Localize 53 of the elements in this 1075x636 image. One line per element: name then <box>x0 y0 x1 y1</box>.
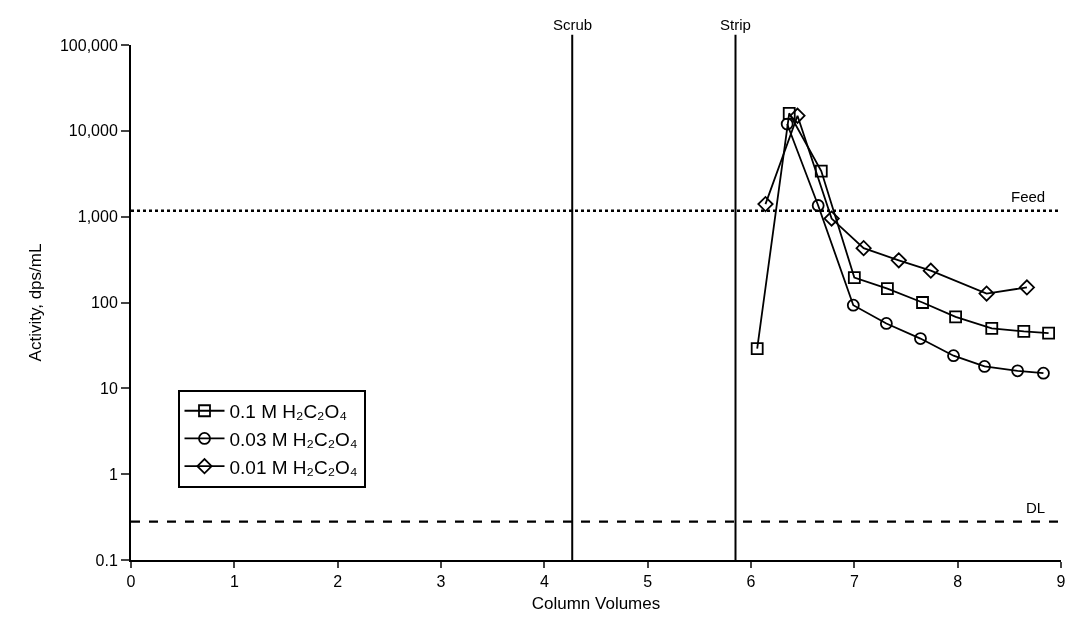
x-tick-label: 2 <box>333 573 343 591</box>
x-tick-label: 9 <box>1056 573 1066 591</box>
x-tick-label: 0 <box>126 573 136 591</box>
point <box>1011 364 1024 378</box>
point <box>782 106 796 120</box>
point <box>922 262 939 279</box>
point <box>1018 279 1035 296</box>
ref-line-label: Scrub <box>553 16 593 33</box>
point <box>814 164 828 178</box>
point <box>823 210 840 227</box>
point <box>780 117 794 131</box>
y-tick-label: 1 <box>108 465 118 483</box>
x-axis-title: Column Volumes <box>531 594 661 614</box>
y-tick-label: 1,000 <box>77 208 118 226</box>
point <box>949 310 962 324</box>
y-tick-label: 10,000 <box>68 122 118 140</box>
point <box>750 342 764 356</box>
point <box>789 107 806 124</box>
point <box>890 252 907 269</box>
y-tick-label: 100 <box>91 294 118 312</box>
y-tick-label: 100,000 <box>59 36 118 54</box>
legend-label: 0.03 M H₂C₂O₄ <box>229 428 358 450</box>
ref-line-label: Strip <box>720 16 751 33</box>
point <box>978 360 991 373</box>
y-axis-title: Activity, dps/mL <box>26 243 46 362</box>
point <box>757 196 774 213</box>
x-tick-label: 5 <box>643 573 653 591</box>
point <box>846 298 860 312</box>
point <box>811 199 825 212</box>
point <box>1017 325 1031 338</box>
x-tick-label: 3 <box>436 573 446 591</box>
x-tick-label: 4 <box>539 573 549 591</box>
point <box>914 332 927 345</box>
point <box>881 282 894 296</box>
x-tick-label: 6 <box>746 573 756 591</box>
point <box>1042 326 1055 340</box>
legend-label: 0.01 M H₂C₂O₄ <box>229 456 358 478</box>
y-tick-label: 0.1 <box>95 551 118 569</box>
x-tick-label: 8 <box>953 573 963 591</box>
ref-line-label: Feed <box>1011 188 1046 205</box>
ref-line-label: DL <box>1026 499 1046 516</box>
point <box>947 349 960 363</box>
x-tick-label: 7 <box>849 573 859 591</box>
point <box>916 296 929 309</box>
y-tick-label: 10 <box>100 379 118 397</box>
point <box>847 271 861 285</box>
point <box>879 317 893 330</box>
point <box>978 285 995 302</box>
x-tick-label: 1 <box>229 573 239 591</box>
point <box>1037 366 1050 380</box>
legend-label: 0.1 M H₂C₂O₄ <box>229 401 348 423</box>
point <box>855 240 872 257</box>
point <box>985 321 999 335</box>
